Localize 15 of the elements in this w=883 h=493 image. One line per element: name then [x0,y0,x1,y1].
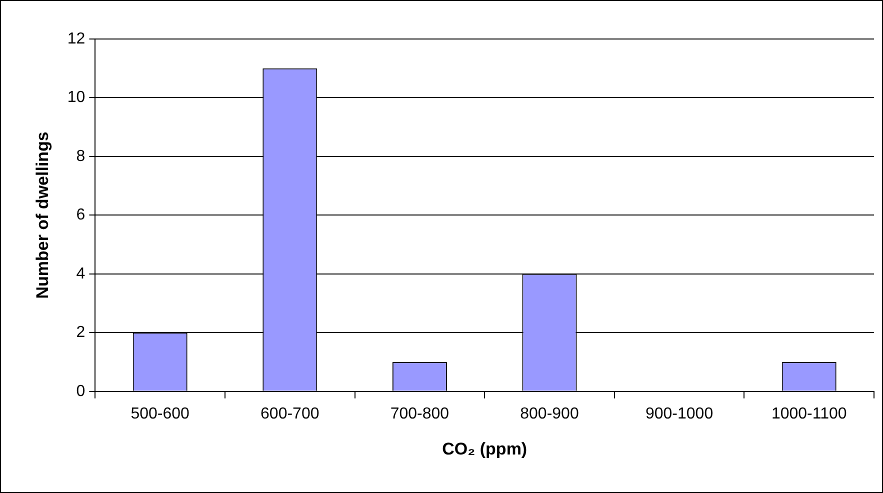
x-axis-title: CO₂ (ppm) [442,439,528,458]
x-tick-label: 900-1000 [645,405,714,422]
y-axis-title: Number of dwellings [32,132,52,299]
y-tick-label: 0 [76,382,86,400]
y-tick-label: 4 [76,265,86,282]
x-tick-label: 500-600 [130,405,190,422]
x-tick-label: 700-800 [390,405,450,422]
y-tick-label: 8 [76,148,86,165]
y-tick-label: 10 [67,89,86,106]
y-tick-label: 12 [67,30,86,48]
x-tick-label: 800-900 [520,405,579,422]
x-tick-label: 600-700 [260,405,320,422]
x-tick-label: 1000-1100 [771,405,847,422]
y-tick-label: 6 [76,206,86,224]
y-tick-label: 2 [76,324,86,342]
